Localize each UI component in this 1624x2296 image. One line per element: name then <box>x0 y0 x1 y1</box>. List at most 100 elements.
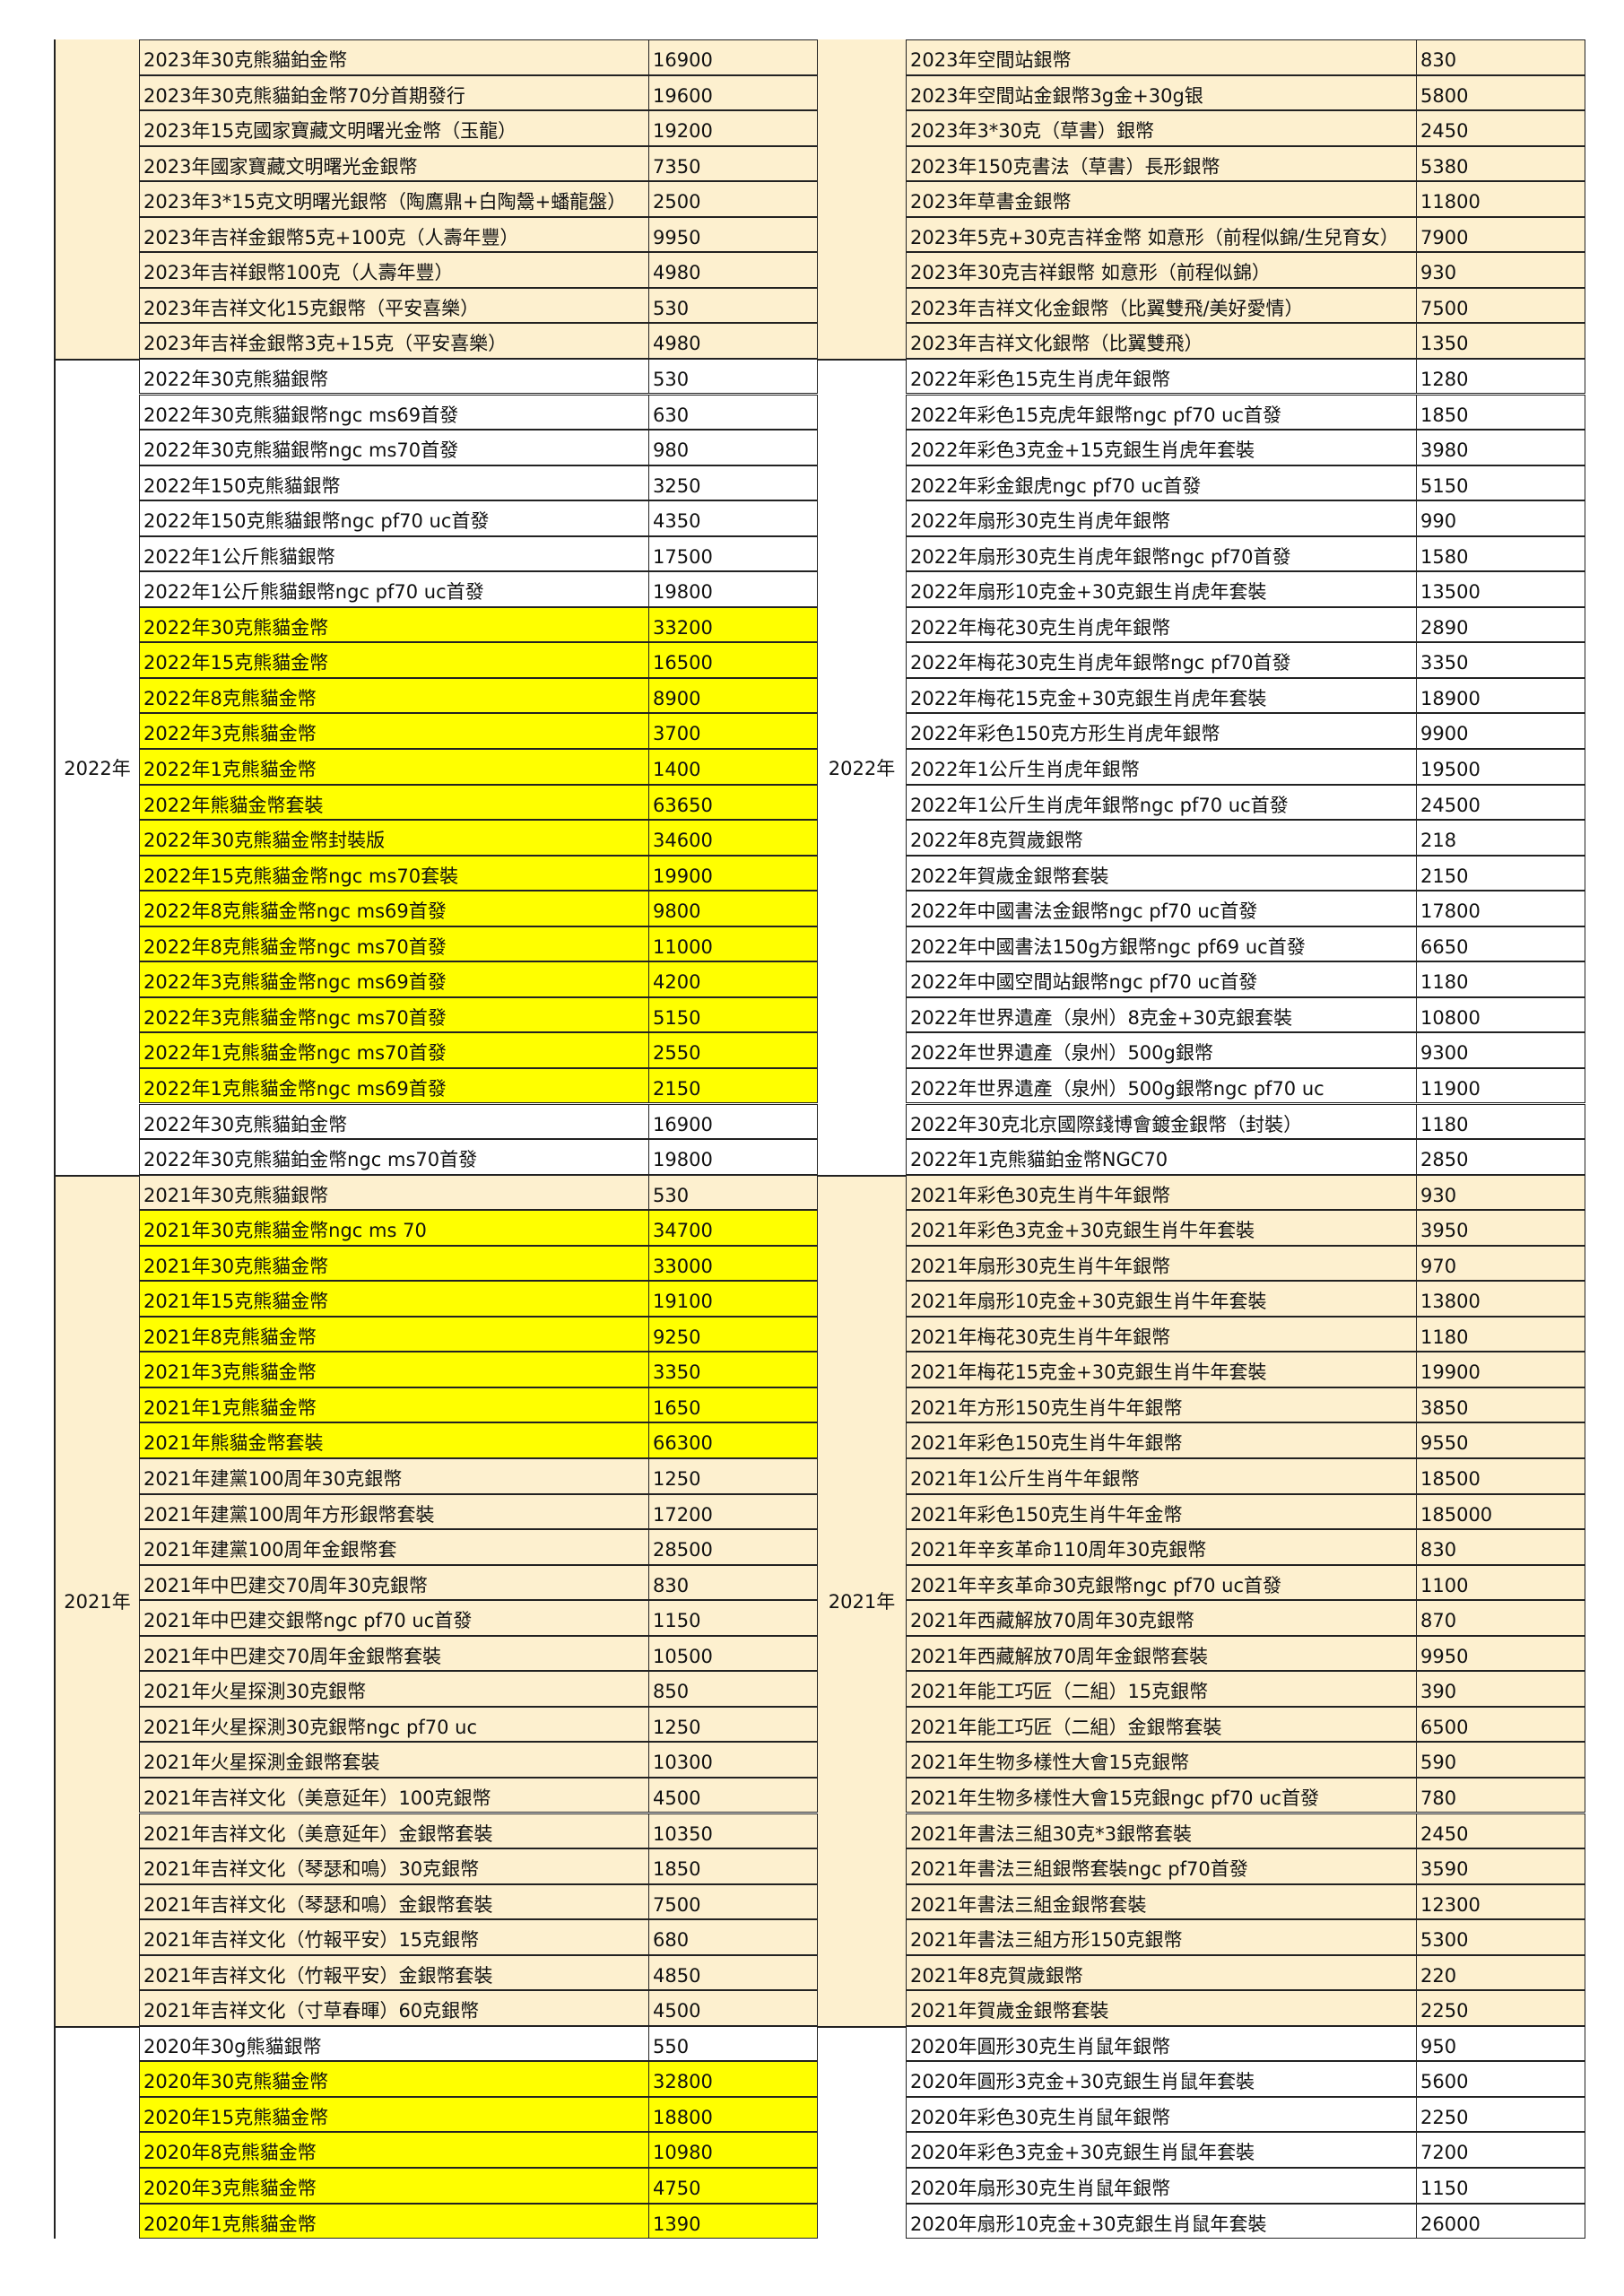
price-cell: 19800 <box>648 571 818 607</box>
year-cell-right <box>818 2025 906 2239</box>
price-cell: 3590 <box>1416 1848 1585 1884</box>
price-cell: 5150 <box>648 996 818 1033</box>
item-name-cell: 2021年建黨100周年方形銀幣套裝 <box>139 1493 649 1530</box>
price-cell: 4850 <box>648 1954 818 1991</box>
table-row: 2020年30克熊貓金幣 32800 <box>139 2061 818 2097</box>
table-row: 2021年吉祥文化（竹報平安）15克銀幣 680 <box>139 1919 818 1955</box>
item-name-cell: 2022年賀歲金銀幣套裝 <box>906 855 1417 891</box>
table-row: 2023年3*30克（草書）銀幣 2450 <box>906 110 1585 146</box>
table-row: 2021年8克熊貓金幣 9250 <box>139 1316 818 1352</box>
price-cell: 4200 <box>648 961 818 997</box>
item-name-cell: 2022年30克北京國際錢博會鍍金銀幣（封裝） <box>906 1103 1417 1140</box>
table-row: 2021年建黨100周年30克銀幣 1250 <box>139 1458 818 1494</box>
price-cell: 4350 <box>648 500 818 536</box>
price-cell: 12300 <box>1416 1883 1585 1920</box>
price-cell: 7350 <box>648 145 818 182</box>
item-name-cell: 2023年150克書法（草書）長形銀幣 <box>906 145 1417 182</box>
price-cell: 7200 <box>1416 2132 1585 2168</box>
price-cell: 5600 <box>1416 2061 1585 2097</box>
price-cell: 10300 <box>648 1742 818 1778</box>
table-row: 2020年彩色30克生肖鼠年銀幣 2250 <box>906 2096 1585 2133</box>
price-cell: 13800 <box>1416 1281 1585 1317</box>
price-cell: 2450 <box>1416 1813 1585 1849</box>
price-cell: 530 <box>648 287 818 324</box>
item-name-cell: 2022年1克熊貓鉑金幣NGC70 <box>906 1139 1417 1175</box>
item-name-cell: 2021年彩色30克生肖牛年銀幣 <box>906 1174 1417 1211</box>
table-row: 2021年吉祥文化（寸草春暉）60克銀幣 4500 <box>139 1990 818 2026</box>
price-cell: 870 <box>1416 1600 1585 1636</box>
price-cell: 9900 <box>1416 713 1585 749</box>
price-cell: 66300 <box>648 1422 818 1458</box>
table-row: 2021年1公斤生肖牛年銀幣 18500 <box>906 1458 1585 1494</box>
item-name-cell: 2023年草書金銀幣 <box>906 181 1417 217</box>
item-name-cell: 2022年梅花30克生肖虎年銀幣ngc pf70首發 <box>906 642 1417 678</box>
table-row: 2021年吉祥文化（美意延年）金銀幣套裝 10350 <box>139 1813 818 1849</box>
price-cell: 2150 <box>648 1067 818 1104</box>
item-name-cell: 2021年3克熊貓金幣 <box>139 1352 649 1387</box>
table-row: 2023年30克吉祥銀幣 如意形（前程似錦） 930 <box>906 252 1585 288</box>
price-cell: 34600 <box>648 820 818 856</box>
price-cell: 2250 <box>1416 2096 1585 2133</box>
price-cell: 7900 <box>1416 216 1585 253</box>
item-name-cell: 2023年吉祥金銀幣5克+100克（人壽年豐） <box>139 216 649 253</box>
price-cell: 530 <box>648 1174 818 1211</box>
item-name-cell: 2023年吉祥文化金銀幣（比翼雙飛/美好愛情） <box>906 287 1417 324</box>
table-row: 2021年辛亥革命30克銀幣ngc pf70 uc首發 1100 <box>906 1564 1585 1601</box>
item-name-cell: 2022年世界遺產（泉州）500g銀幣 <box>906 1032 1417 1068</box>
table-row: 2021年書法三組金銀幣套裝 12300 <box>906 1883 1585 1920</box>
price-cell: 4980 <box>648 323 818 359</box>
table-row: 2021年建黨100周年金銀幣套 28500 <box>139 1529 818 1565</box>
table-row: 2022年1公斤生肖虎年銀幣 19500 <box>906 749 1585 785</box>
table-row: 2022年彩色3克金+15克銀生肖虎年套裝 3980 <box>906 430 1585 465</box>
table-row: 2022年15克熊貓金幣ngc ms70套裝 19900 <box>139 855 818 891</box>
item-name-cell: 2021年書法三組銀幣套裝ngc pf70首發 <box>906 1848 1417 1884</box>
item-name-cell: 2021年西藏解放70周年金銀幣套裝 <box>906 1635 1417 1672</box>
year-label: 2021年 <box>64 1591 131 1613</box>
table-row: 2023年3*15克文明曙光銀幣（陶鷹鼎+白陶鬶+蟠龍盤） 2500 <box>139 181 818 217</box>
item-name-cell: 2021年吉祥文化（竹報平安）15克銀幣 <box>139 1919 649 1955</box>
price-cell: 13500 <box>1416 571 1585 607</box>
table-row: 2022年1公斤熊貓銀幣 17500 <box>139 535 818 572</box>
price-cell: 32800 <box>648 2061 818 2097</box>
item-name-cell: 2022年8克熊貓金幣 <box>139 677 649 714</box>
price-cell: 220 <box>1416 1954 1585 1991</box>
table-row: 2021年3克熊貓金幣 3350 <box>139 1352 818 1387</box>
price-cell: 990 <box>1416 500 1585 536</box>
price-cell: 11800 <box>1416 181 1585 217</box>
table-row: 2021年梅花30克生肖牛年銀幣 1180 <box>906 1316 1585 1352</box>
price-cell: 18900 <box>1416 677 1585 714</box>
item-name-cell: 2022年8克熊貓金幣ngc ms69首發 <box>139 891 649 926</box>
price-cell: 1100 <box>1416 1564 1585 1601</box>
price-cell: 10800 <box>1416 996 1585 1033</box>
price-cell: 19900 <box>648 855 818 891</box>
table-row: 2021年能工巧匠（二組）金銀幣套裝 6500 <box>906 1706 1585 1743</box>
item-name-cell: 2021年彩色3克金+30克銀生肖牛年套裝 <box>906 1210 1417 1246</box>
item-name-cell: 2021年1公斤生肖牛年銀幣 <box>906 1458 1417 1494</box>
item-name-cell: 2022年30克熊貓金幣封裝版 <box>139 820 649 856</box>
table-row: 2021年書法三組30克*3銀幣套裝 2450 <box>906 1813 1585 1849</box>
table-row: 2022年30克熊貓銀幣ngc ms69首發 630 <box>139 394 818 430</box>
item-name-cell: 2020年圓形30克生肖鼠年銀幣 <box>906 2025 1417 2062</box>
year-cell-left <box>54 39 139 359</box>
price-cell: 5150 <box>1416 465 1585 501</box>
table-row: 2022年扇形30克生肖虎年銀幣ngc pf70首發 1580 <box>906 535 1585 572</box>
price-cell: 2550 <box>648 1032 818 1068</box>
table-row: 2022年彩色150克方形生肖虎年銀幣 9900 <box>906 713 1585 749</box>
table-row: 2022年8克熊貓金幣ngc ms69首發 9800 <box>139 891 818 926</box>
table-row: 2021年書法三組方形150克銀幣 5300 <box>906 1919 1585 1955</box>
table-row: 2023年吉祥文化銀幣（比翼雙飛） 1350 <box>906 323 1585 359</box>
item-name-cell: 2021年彩色150克生肖牛年金幣 <box>906 1493 1417 1530</box>
table-row: 2023年吉祥文化金銀幣（比翼雙飛/美好愛情） 7500 <box>906 287 1585 324</box>
table-row: 2022年150克熊貓銀幣ngc pf70 uc首發 4350 <box>139 500 818 536</box>
price-cell: 33200 <box>648 606 818 643</box>
table-row: 2021年火星探測金銀幣套裝 10300 <box>139 1742 818 1778</box>
table-row: 2022年30克熊貓銀幣ngc ms70首發 980 <box>139 430 818 465</box>
item-name-cell: 2022年1克熊貓金幣ngc ms70首發 <box>139 1032 649 1068</box>
table-row: 2022年梅花30克生肖虎年銀幣ngc pf70首發 3350 <box>906 642 1585 678</box>
price-cell: 830 <box>648 1564 818 1601</box>
item-name-cell: 2022年梅花15克金+30克銀生肖虎年套裝 <box>906 677 1417 714</box>
item-name-cell: 2020年3克熊貓金幣 <box>139 2168 649 2204</box>
item-name-cell: 2022年3克熊貓金幣ngc ms70首發 <box>139 996 649 1033</box>
price-cell: 1850 <box>1416 394 1585 430</box>
